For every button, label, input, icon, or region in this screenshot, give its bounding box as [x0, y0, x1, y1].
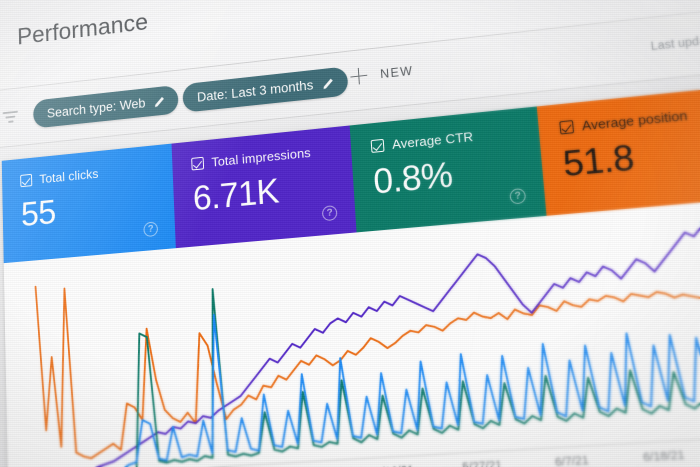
- metric-value: 51.8: [561, 137, 636, 185]
- performance-card: Total clicks 55? Total impressions 6.71K? Av…: [1, 86, 700, 467]
- filter-chip-search-type-label: Search type: Web: [46, 95, 146, 121]
- metric-checkbox[interactable]: [191, 156, 205, 171]
- pencil-icon: [154, 96, 165, 107]
- metric-checkbox[interactable]: [20, 173, 33, 188]
- filter-chip-date[interactable]: Date: Last 3 months: [182, 66, 349, 113]
- metric-label: Total clicks: [39, 166, 99, 187]
- metric-label: Total impressions: [211, 145, 312, 170]
- pencil-icon: [322, 78, 334, 89]
- chart-x-tick-label: 6/7/21: [554, 454, 590, 467]
- help-circle-icon[interactable]: ?: [143, 221, 159, 238]
- metric-card-total-impressions[interactable]: Total impressions 6.71K?: [171, 125, 357, 249]
- metric-label: Average position: [581, 107, 689, 134]
- add-new-filter-button[interactable]: NEW: [350, 62, 414, 85]
- filter-funnel-icon[interactable]: [2, 110, 19, 127]
- chart-line-average-position: [36, 228, 700, 461]
- help-circle-icon[interactable]: ?: [321, 205, 338, 222]
- metric-checkbox[interactable]: [559, 120, 575, 135]
- filter-chip-date-label: Date: Last 3 months: [196, 77, 314, 105]
- plus-icon: [350, 67, 368, 85]
- last-updated-text: Last updated: 5 hour: [650, 28, 700, 54]
- chart-x-tick-label: 5/27/21: [461, 458, 503, 467]
- metric-card-header: Total impressions: [191, 141, 351, 171]
- metric-card-header: Average CTR: [370, 122, 540, 153]
- metric-card-average-ctr[interactable]: Average CTR 0.8%?: [349, 106, 547, 233]
- metric-checkbox[interactable]: [370, 138, 385, 153]
- filter-chip-search-type[interactable]: Search type: Web: [32, 84, 179, 129]
- metric-label: Average CTR: [391, 129, 474, 152]
- chart-line-average-ctr: [36, 246, 700, 467]
- page-title: Performance: [16, 8, 149, 51]
- chart-x-tick-label: 6/18/21: [642, 448, 686, 465]
- help-circle-icon[interactable]: ?: [509, 187, 527, 205]
- metric-card-total-clicks[interactable]: Total clicks 55?: [1, 143, 176, 264]
- add-new-filter-label: NEW: [379, 63, 414, 81]
- metric-card-header: Average position: [559, 103, 700, 136]
- metric-card-header: Total clicks: [20, 159, 173, 188]
